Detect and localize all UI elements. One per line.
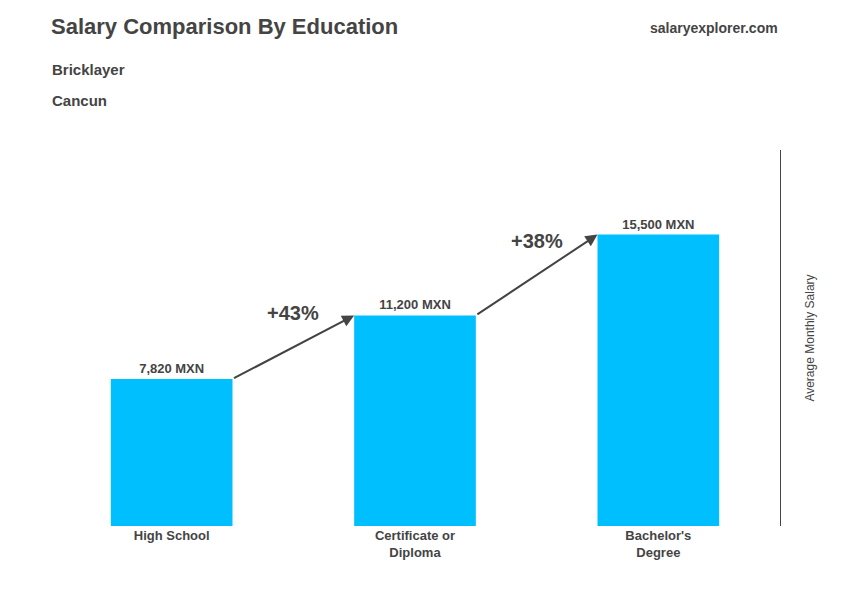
svg-text:salaryexplorer.com: salaryexplorer.com — [650, 20, 778, 36]
svg-text:15,500 MXN: 15,500 MXN — [622, 217, 694, 232]
svg-text:High School: High School — [134, 528, 210, 543]
svg-text:Salary Comparison By Education: Salary Comparison By Education — [51, 14, 398, 39]
svg-text:+43%: +43% — [267, 302, 319, 324]
svg-text:Bricklayer: Bricklayer — [52, 61, 125, 78]
svg-text:Cancun: Cancun — [52, 92, 107, 109]
svg-text:7,820 MXN: 7,820 MXN — [139, 361, 204, 376]
svg-text:11,200 MXN: 11,200 MXN — [379, 297, 451, 312]
svg-text:+38%: +38% — [511, 230, 563, 252]
svg-text:Certificate orDiploma: Certificate orDiploma — [375, 528, 455, 560]
svg-text:Average Monthly Salary: Average Monthly Salary — [803, 274, 817, 401]
svg-text:Bachelor'sDegree: Bachelor'sDegree — [625, 528, 691, 560]
